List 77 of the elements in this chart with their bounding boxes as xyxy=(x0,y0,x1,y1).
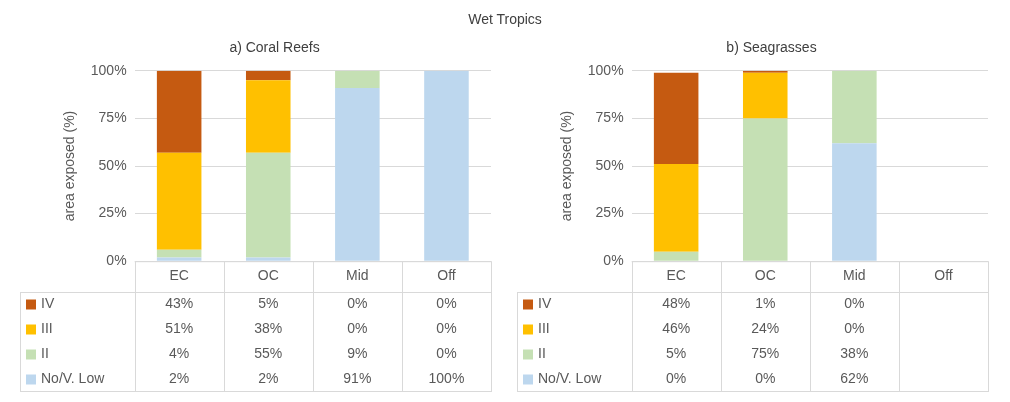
data-label: 4% xyxy=(169,345,190,362)
y-tick-label: 25% xyxy=(595,204,624,221)
y-tick-label: 0% xyxy=(603,252,624,269)
bar xyxy=(742,118,788,261)
data-label: 1% xyxy=(755,295,776,312)
bar xyxy=(156,249,202,258)
data-label: 0% xyxy=(844,295,865,312)
data-label: 9% xyxy=(347,345,368,362)
data-label: 43% xyxy=(165,295,194,312)
data-label: 24% xyxy=(751,320,780,337)
legend-label: II xyxy=(538,345,546,362)
y-axis-title: area exposed (%) xyxy=(61,110,78,222)
bar xyxy=(832,143,877,261)
data-label: 5% xyxy=(258,295,279,312)
y-tick-label: 50% xyxy=(98,156,127,173)
legend-label: No/V. Low xyxy=(538,370,603,387)
legend-label: III xyxy=(41,320,53,337)
bar xyxy=(653,251,699,261)
bar xyxy=(335,87,380,261)
data-label: 55% xyxy=(254,345,283,362)
data-label: 51% xyxy=(165,320,194,337)
data-label: 100% xyxy=(428,370,465,387)
x-tick-label: Off xyxy=(437,267,456,284)
x-tick-label: Mid xyxy=(346,267,369,284)
data-label: 0% xyxy=(666,370,687,387)
data-label: 48% xyxy=(662,295,691,312)
bar xyxy=(245,70,291,81)
data-label: 38% xyxy=(254,320,283,337)
chart-title: a) Coral Reefs xyxy=(229,39,320,56)
bar xyxy=(653,164,699,252)
y-tick-label: 100% xyxy=(90,61,127,78)
legend-label: II xyxy=(41,345,49,362)
y-tick-label: 75% xyxy=(98,109,127,126)
x-tick-label: EC xyxy=(169,267,189,284)
data-label: 2% xyxy=(169,370,190,387)
y-tick-label: 50% xyxy=(595,156,624,173)
x-tick-label: OC xyxy=(754,267,776,284)
legend-label: No/V. Low xyxy=(41,370,106,387)
bar xyxy=(245,80,291,153)
y-tick-label: 0% xyxy=(106,252,127,269)
bar xyxy=(424,70,469,261)
text: Wet Tropics xyxy=(467,10,543,29)
legend-label: IV xyxy=(41,295,55,312)
x-tick-label: OC xyxy=(257,267,279,284)
data-label: 75% xyxy=(751,345,780,362)
x-tick-label: Mid xyxy=(843,267,866,284)
legend-label: IV xyxy=(538,295,552,312)
x-tick-label: EC xyxy=(666,267,686,284)
chart-title: b) Seagrasses xyxy=(726,39,817,56)
data-label: 0% xyxy=(844,320,865,337)
bar xyxy=(653,72,699,165)
data-label: 0% xyxy=(347,295,368,312)
legend-label: III xyxy=(538,320,550,337)
bar xyxy=(156,70,202,153)
data-label: 62% xyxy=(840,370,869,387)
y-tick-label: 25% xyxy=(98,204,127,221)
y-axis-title: area exposed (%) xyxy=(558,110,575,222)
data-label: 5% xyxy=(666,345,687,362)
data-label: 2% xyxy=(258,370,279,387)
data-label: 0% xyxy=(436,295,457,312)
data-label: 0% xyxy=(436,345,457,362)
bar xyxy=(742,72,788,119)
y-tick-label: 75% xyxy=(595,109,624,126)
data-label: 0% xyxy=(347,320,368,337)
y-tick-label: 100% xyxy=(587,61,624,78)
bar xyxy=(156,257,202,261)
data-label: 91% xyxy=(343,370,372,387)
bar xyxy=(156,152,202,250)
data-label: 46% xyxy=(662,320,691,337)
bar xyxy=(335,70,380,88)
x-tick-label: Off xyxy=(934,267,953,284)
bar xyxy=(832,70,877,144)
data-label: 0% xyxy=(436,320,457,337)
bar xyxy=(245,257,291,261)
data-label: 38% xyxy=(840,345,869,362)
bar xyxy=(245,152,291,258)
data-label: 0% xyxy=(755,370,776,387)
